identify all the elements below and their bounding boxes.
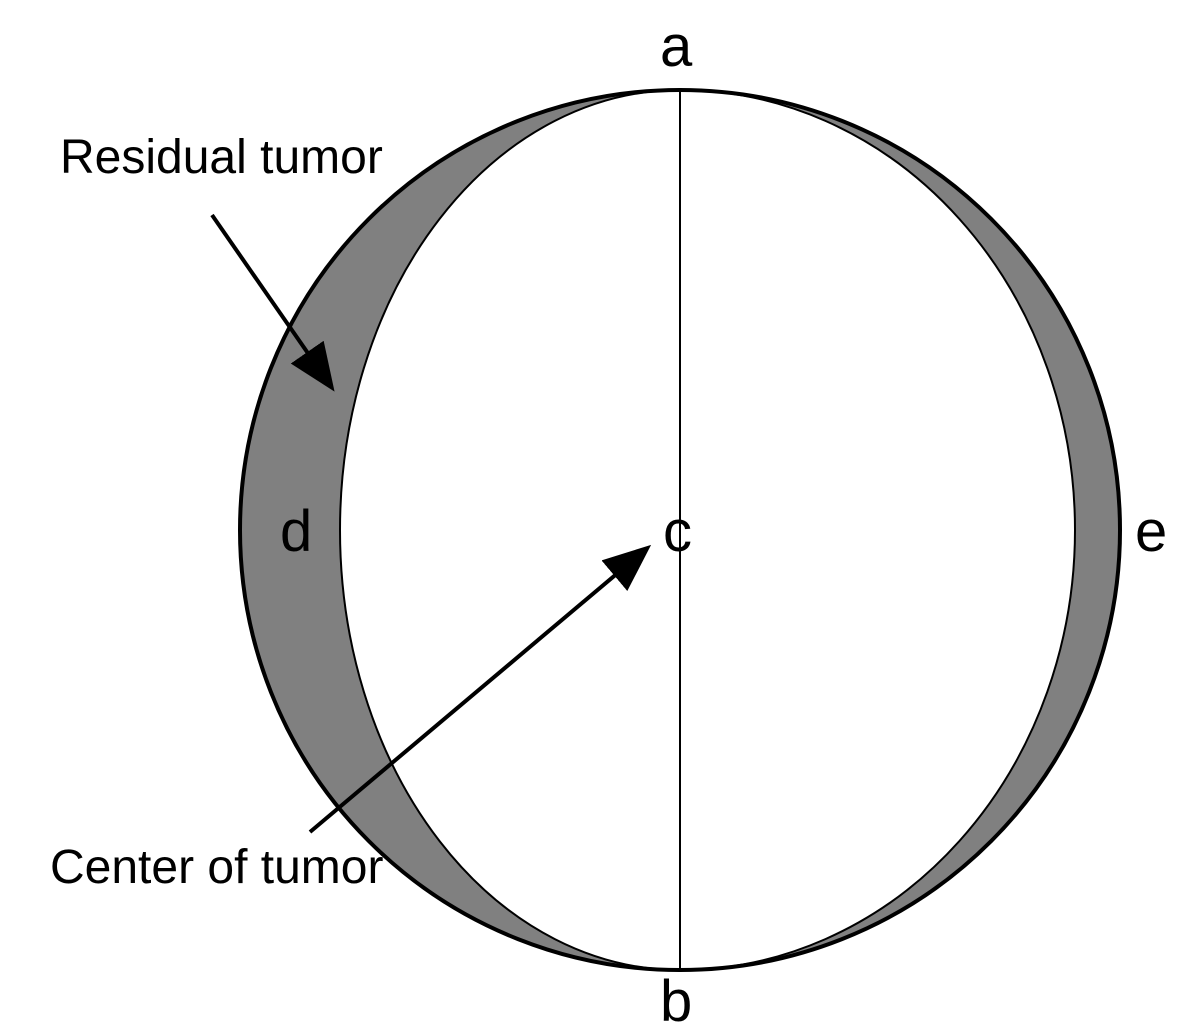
point-label-c: c (663, 498, 692, 565)
residual-tumor-label: Residual tumor (60, 130, 383, 185)
point-label-d: d (280, 498, 312, 565)
point-label-e: e (1135, 498, 1167, 565)
point-label-b: b (660, 968, 692, 1035)
point-label-a: a (660, 13, 692, 80)
center-tumor-label: Center of tumor (50, 840, 383, 895)
right-crescent (680, 90, 1120, 970)
